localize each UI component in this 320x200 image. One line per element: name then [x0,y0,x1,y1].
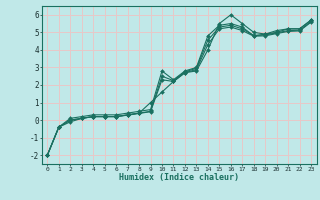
X-axis label: Humidex (Indice chaleur): Humidex (Indice chaleur) [119,173,239,182]
